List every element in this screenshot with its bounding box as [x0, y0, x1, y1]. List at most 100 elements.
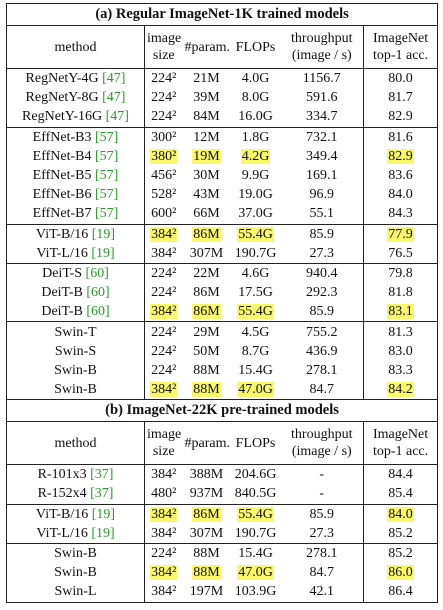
cell-value: 85.2 — [388, 546, 413, 562]
header-text: size — [152, 48, 175, 63]
cell-value: 1.8G — [241, 129, 270, 145]
cell-value: 940.4 — [306, 265, 338, 281]
cell-value: 278.1 — [306, 546, 338, 562]
header-text: top-1 acc. — [372, 444, 429, 460]
value-cell: 81.3 — [362, 321, 439, 342]
method-cell: EffNet-B7 [57] — [6, 204, 145, 225]
method-name: DeiT-B — [41, 285, 83, 301]
cell-value: 436.9 — [306, 343, 338, 359]
citation: [60] — [86, 304, 110, 320]
method-cell: RegNetY-4G [47] — [6, 68, 145, 89]
cell-value: 47.0G — [237, 382, 274, 398]
method-name: Swin-B — [54, 565, 97, 581]
value-cell: 81.7 — [362, 88, 439, 108]
method-name: RegNetY-16G — [22, 109, 103, 125]
cell-value: 1156.7 — [302, 71, 341, 87]
data-row: Swin-B 384² 88M 47.0G 84.7 86.0 — [6, 563, 439, 583]
value-cell: 204.6G — [230, 464, 281, 485]
data-row: Swin-T 224² 29M 4.5G 755.2 81.3 — [6, 321, 439, 342]
value-cell: - — [280, 484, 364, 505]
method-name: R-101x3 — [37, 467, 87, 483]
cell-value: 224² — [151, 285, 177, 301]
value-cell: 224² — [145, 283, 183, 302]
value-cell: 1156.7 — [280, 68, 364, 89]
cell-value: 600² — [151, 206, 177, 222]
value-cell: 224² — [144, 107, 183, 128]
value-cell: 88M — [183, 361, 231, 380]
value-cell: 37.0G — [230, 204, 281, 225]
value-cell: 480² — [144, 484, 183, 505]
value-cell: 86M — [183, 283, 231, 302]
method-cell: Swin-B — [6, 563, 145, 583]
cell-value: 84.0 — [388, 187, 413, 203]
cell-value: 47.0G — [237, 565, 274, 581]
header-text: size — [152, 444, 175, 460]
cell-value: 384² — [151, 584, 177, 600]
cell-value: 480² — [151, 486, 177, 502]
cell-value: 12M — [193, 129, 220, 145]
citation: [57] — [95, 206, 119, 222]
citation: [57] — [95, 148, 119, 164]
method-cell: ViT-B/16 [19] — [6, 223, 145, 244]
value-cell: 384² — [144, 464, 183, 485]
section-title: (a) Regular ImageNet-1K trained models — [95, 6, 349, 22]
method-cell: R-152x4 [37] — [6, 484, 145, 505]
data-row: R-101x3 [37] 384² 388M 204.6G - 84.4 — [6, 464, 439, 485]
cell-value: 21M — [193, 71, 220, 87]
cell-value: 19M — [192, 148, 221, 164]
value-cell: 224² — [145, 342, 183, 361]
method-name: RegNetY-4G — [25, 71, 99, 87]
cell-value: 86M — [193, 285, 220, 301]
value-cell: 103.9G — [230, 582, 281, 603]
value-cell: 732.1 — [280, 126, 364, 147]
value-cell: 190.7G — [230, 523, 281, 544]
cell-value: 88M — [193, 546, 220, 562]
data-row: ViT-B/16 [19] 384² 86M 55.4G 85.9 84.0 — [6, 503, 439, 524]
value-cell: 88M — [182, 542, 231, 564]
value-cell: 755.2 — [280, 321, 364, 342]
value-cell: 47.0G — [231, 563, 281, 582]
value-cell: 937M — [182, 484, 231, 505]
value-cell: 384² — [144, 302, 183, 323]
value-cell: 22M — [182, 262, 231, 284]
method-name: EffNet-B3 — [32, 129, 92, 145]
value-cell: 278.1 — [280, 542, 364, 564]
citation: [19] — [91, 506, 116, 522]
value-cell: 76.5 — [362, 243, 439, 264]
value-cell: 55.1 — [280, 204, 364, 225]
cell-value: 4.0G — [241, 71, 270, 87]
value-cell: 9.9G — [231, 166, 281, 185]
value-cell: - — [280, 464, 364, 485]
data-row: Swin-B 384² 88M 47.0G 84.7 84.2 — [6, 380, 439, 401]
cell-value: 39M — [193, 90, 220, 106]
method-cell: Swin-B — [6, 360, 145, 380]
cell-value: 27.3 — [309, 245, 335, 261]
cell-value: 85.4 — [388, 486, 413, 502]
cell-value: 86.0 — [387, 565, 414, 581]
cell-value: 278.1 — [306, 362, 338, 378]
header-text: #param. — [184, 39, 230, 55]
value-cell: 384² — [144, 223, 183, 244]
value-cell: 456² — [145, 166, 183, 185]
value-cell: 80.0 — [362, 68, 439, 89]
header-text: method — [54, 435, 97, 451]
data-row: ViT-L/16 [19] 384² 307M 190.7G 27.3 76.5 — [6, 243, 439, 264]
data-row: Swin-S 224² 50M 8.7G 436.9 83.0 — [6, 341, 439, 361]
value-cell: 384² — [144, 243, 183, 264]
header-text: (image / s) — [291, 48, 352, 63]
cell-value: 190.7G — [234, 245, 277, 261]
header-cell: ImageNet top-1 acc. — [362, 25, 439, 69]
data-row: EffNet-B6 [57] 528² 43M 19.0G 96.9 84.0 — [6, 185, 439, 205]
cell-value: 55.4G — [237, 506, 274, 522]
value-cell: 840.5G — [230, 484, 281, 505]
value-cell: 190.7G — [230, 243, 281, 264]
value-cell: 84.3 — [362, 204, 439, 225]
value-cell: 4.0G — [230, 68, 281, 89]
method-cell: EffNet-B6 [57] — [6, 185, 145, 205]
header-cell: throughput (image / s) — [280, 421, 364, 466]
value-cell: 384² — [144, 523, 183, 544]
cell-value: 224² — [151, 90, 177, 106]
value-cell: 591.6 — [281, 88, 364, 107]
header-cell: method — [6, 421, 145, 466]
value-cell: 55.4G — [230, 503, 281, 524]
